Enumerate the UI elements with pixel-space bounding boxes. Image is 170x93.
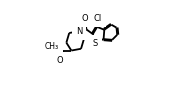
Text: O: O xyxy=(52,40,59,49)
Text: Cl: Cl xyxy=(93,14,102,23)
Text: CH₃: CH₃ xyxy=(45,42,59,51)
Text: O: O xyxy=(56,56,63,65)
Text: N: N xyxy=(76,27,82,36)
Text: S: S xyxy=(92,39,97,48)
Text: O: O xyxy=(82,14,88,23)
